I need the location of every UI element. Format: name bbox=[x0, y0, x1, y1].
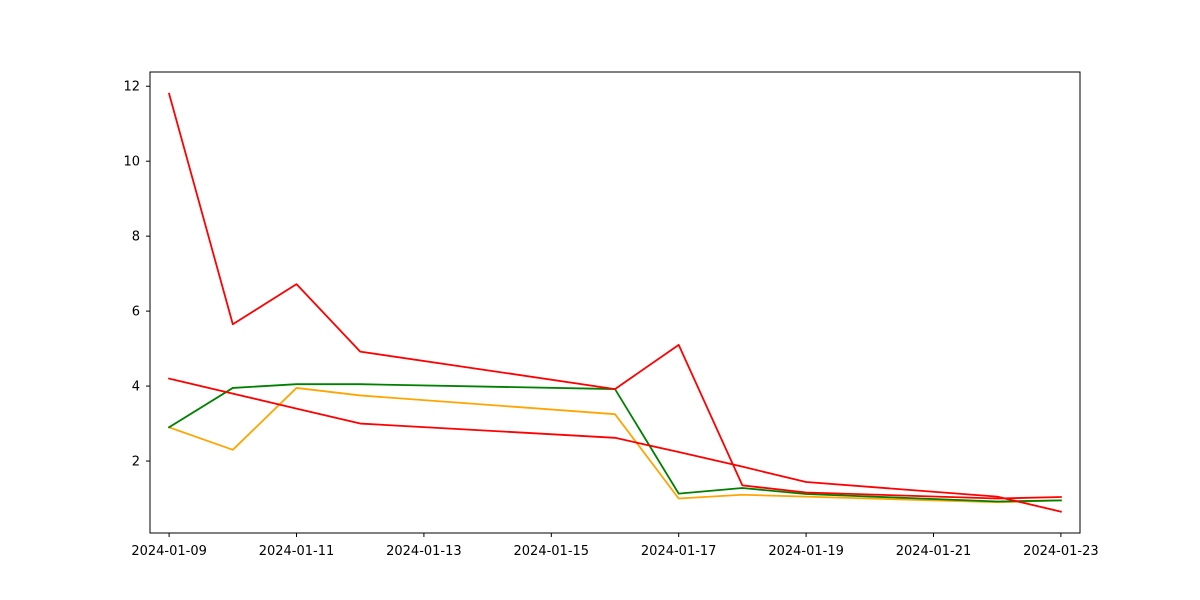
y-tick-label: 2 bbox=[132, 455, 140, 470]
x-tick-label: 2024-01-15 bbox=[514, 544, 590, 559]
x-tick-label: 2024-01-09 bbox=[131, 544, 207, 559]
series-line-4 bbox=[168, 377, 1062, 513]
x-tick-label: 2024-01-17 bbox=[641, 544, 717, 559]
series-line-2 bbox=[167, 383, 1062, 503]
x-tick-label: 2024-01-19 bbox=[768, 544, 844, 559]
x-axis: 2024-01-09 2024-01-11 2024-01-13 2024-01-15… bbox=[131, 533, 1099, 559]
y-tick-label: 8 bbox=[132, 230, 140, 245]
plot-area-frame bbox=[149, 71, 1081, 534]
x-tick-label: 2024-01-11 bbox=[259, 544, 335, 559]
series-line-3 bbox=[168, 92, 1062, 500]
series-layer bbox=[167, 92, 1062, 513]
x-tick-label: 2024-01-13 bbox=[386, 544, 462, 559]
x-tick-label: 2024-01-23 bbox=[1023, 544, 1099, 559]
series-line-1 bbox=[167, 387, 1062, 504]
y-tick-label: 6 bbox=[132, 305, 140, 320]
y-tick-label: 10 bbox=[123, 155, 140, 170]
y-axis: 2 4 6 8 10 12 bbox=[123, 80, 150, 470]
y-tick-label: 4 bbox=[132, 380, 140, 395]
x-tick-label: 2024-01-21 bbox=[896, 544, 972, 559]
y-tick-label: 12 bbox=[123, 80, 140, 95]
